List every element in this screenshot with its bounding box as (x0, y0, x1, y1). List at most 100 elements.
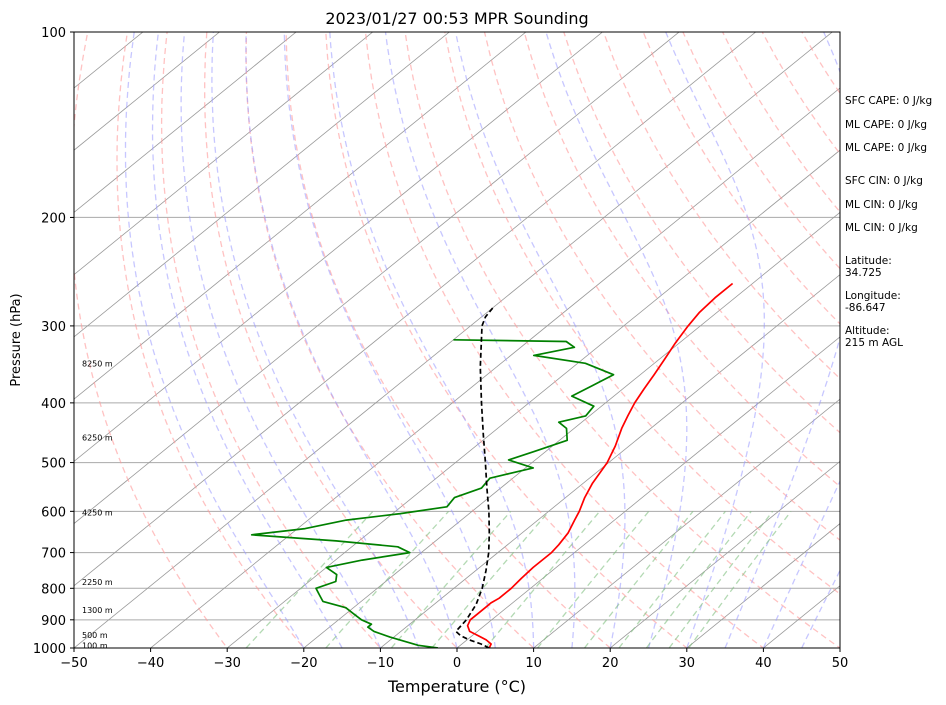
dry-adiabat (285, 32, 612, 648)
ml-cin-text-2: ML CIN: 0 J/kg (845, 222, 918, 234)
height-label: 1300 m (82, 606, 113, 615)
ml-cin-text: ML CIN: 0 J/kg (845, 199, 918, 211)
x-axis-label: Temperature (°C) (387, 677, 526, 696)
height-label: 2250 m (82, 578, 113, 587)
height-label: 100 m (82, 641, 108, 650)
sfc-cin-text: SFC CIN: 0 J/kg (845, 175, 923, 187)
mixing-ratio-line (431, 510, 550, 648)
y-tick-label: 800 (41, 582, 66, 597)
isotherm-line (226, 149, 840, 648)
x-tick-label: 30 (679, 656, 696, 671)
height-label: 500 m (82, 631, 108, 640)
dry-adiabat (116, 32, 305, 648)
y-tick-label: 300 (41, 320, 66, 335)
x-tick-label: −20 (290, 656, 317, 671)
height-label: 6250 m (82, 433, 113, 442)
ml-cape-text: ML CAPE: 0 J/kg (845, 119, 927, 131)
moist-adiabat (329, 32, 535, 648)
isotherm-line (74, 32, 833, 648)
dry-adiabat (160, 32, 382, 648)
height-label: 4250 m (82, 509, 113, 518)
x-tick-label: 50 (832, 656, 849, 671)
dry-adiabat (523, 32, 840, 488)
mixing-ratio-lines (245, 510, 792, 648)
location-panel: Latitude: 34.725 Longitude: -86.647 Alti… (845, 255, 903, 349)
isobar-gridlines (74, 32, 840, 648)
isotherm-line (74, 32, 527, 400)
moist-adiabat (283, 32, 496, 648)
mixing-ratio-line (484, 510, 601, 648)
isotherm-line (379, 274, 840, 648)
longitude-label: Longitude: (845, 290, 901, 302)
isotherm-line (149, 87, 840, 648)
mixing-ratio-line (390, 510, 512, 648)
sfc-cape-text: SFC CAPE: 0 J/kg (845, 95, 932, 107)
isotherm-gridlines (74, 32, 840, 648)
latitude-value: 34.725 (845, 267, 882, 279)
plot-area (74, 32, 840, 648)
x-tick-label: 10 (525, 656, 542, 671)
x-tick-label: −50 (60, 656, 87, 671)
moist-adiabats (124, 32, 840, 648)
x-tick-label: −30 (213, 656, 240, 671)
y-tick-label: 100 (41, 26, 66, 41)
mixing-ratio-line (325, 510, 450, 648)
isotherm-line (74, 32, 144, 89)
moist-adiabat (724, 32, 840, 648)
moist-adiabat (545, 32, 688, 648)
profile-lines (250, 282, 734, 648)
altitude-value: 215 m AGL (845, 337, 903, 349)
chart-title: 2023/01/27 00:53 MPR Sounding (325, 9, 588, 28)
y-tick-label: 700 (41, 547, 66, 562)
height-label: 8250 m (82, 359, 113, 368)
y-tick-label: 600 (41, 505, 66, 520)
isotherm-line (74, 32, 450, 338)
moist-adiabat (151, 32, 343, 648)
mixing-ratio-line (618, 510, 726, 648)
moist-adiabat (245, 32, 458, 648)
x-axis-ticks: −50 −40 −30 −20 −10 0 10 20 30 40 50 (60, 648, 848, 671)
isotherm-line (74, 32, 757, 587)
dry-adiabat (74, 32, 229, 648)
mixing-ratio-line (245, 510, 374, 648)
isotherm-line (74, 32, 374, 276)
moist-adiabat (665, 32, 765, 648)
isotherm-line (74, 32, 604, 462)
indices-panel: SFC CAPE: 0 J/kg ML CAPE: 0 J/kg ML CAPE… (845, 95, 932, 234)
moist-adiabat (762, 479, 840, 648)
moist-adiabat (211, 32, 420, 648)
x-tick-label: 40 (755, 656, 772, 671)
y-axis-ticks: 100 200 300 400 500 600 700 800 900 1000 (33, 26, 74, 657)
x-tick-label: −10 (367, 656, 394, 671)
isotherm-line (74, 32, 297, 213)
dry-adiabat (245, 32, 535, 648)
x-tick-label: −40 (137, 656, 164, 671)
y-tick-label: 500 (41, 457, 66, 472)
isotherm-line (74, 32, 221, 151)
longitude-value: -86.647 (845, 302, 886, 314)
dry-adiabat (563, 32, 840, 434)
y-tick-label: 200 (41, 211, 66, 226)
dry-adiabat (404, 32, 840, 648)
isotherm-line (456, 336, 840, 648)
isotherm-line (303, 211, 840, 648)
x-tick-label: 0 (453, 656, 461, 671)
moist-adiabat (124, 32, 305, 648)
y-tick-label: 400 (41, 397, 66, 412)
mixing-ratio-line (536, 510, 650, 648)
temperature-line (466, 282, 734, 648)
x-tick-label: 20 (602, 656, 619, 671)
isotherm-line (74, 32, 680, 525)
isotherm-line (686, 523, 840, 648)
dry-adiabat (364, 32, 765, 648)
latitude-label: Latitude: (845, 255, 892, 267)
dewpoint-line (250, 338, 615, 648)
moist-adiabat (384, 32, 576, 648)
dry-adiabat (325, 32, 688, 648)
isotherm-line (609, 460, 840, 648)
dry-adiabats (74, 32, 840, 648)
mixing-ratio-line (583, 510, 694, 648)
ml-cape-text-2: ML CAPE: 0 J/kg (845, 142, 927, 154)
